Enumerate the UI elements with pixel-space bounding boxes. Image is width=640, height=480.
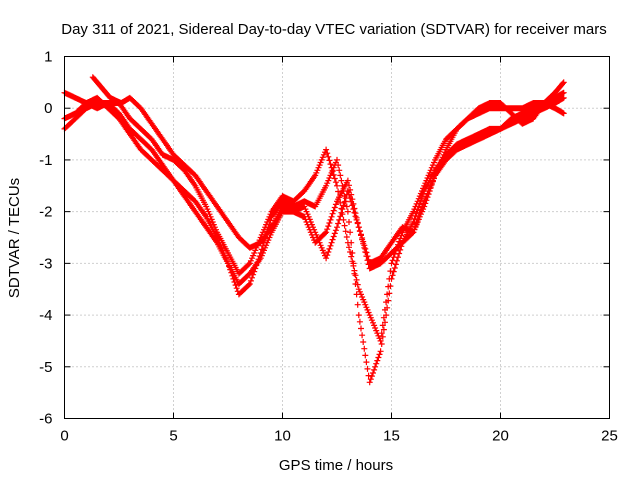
y-tick-label: 0: [44, 100, 52, 117]
y-tick-label: -3: [39, 255, 52, 272]
series-track-2: [61, 89, 567, 287]
x-tick-label: 15: [383, 428, 400, 445]
chart-title: Day 311 of 2021, Sidereal Day-to-day VTE…: [61, 21, 606, 38]
x-tick-label: 20: [492, 428, 509, 445]
y-tick-label: -2: [39, 204, 52, 221]
data-markers: [89, 74, 567, 272]
y-tick-label: 1: [44, 49, 52, 66]
data-points: [61, 74, 567, 386]
x-tick-label: 10: [274, 428, 291, 445]
x-tick-label: 25: [601, 428, 618, 445]
y-tick-label: -4: [39, 307, 52, 324]
data-markers: [61, 89, 567, 287]
x-axis-label: GPS time / hours: [279, 457, 393, 474]
series-track-4: [89, 74, 567, 272]
y-tick-label: -1: [39, 152, 52, 169]
x-tick-label: 0: [60, 428, 68, 445]
plot-frame: [64, 56, 610, 419]
axis-ticks: 0 5 10 15 20 25 -6 -5 -4 -3 -2 -1 0 1: [39, 49, 618, 445]
y-tick-label: -5: [39, 359, 52, 376]
y-tick-label: -6: [39, 411, 52, 428]
y-axis-label: SDTVAR / TECUs: [6, 178, 23, 298]
x-tick-label: 5: [169, 428, 177, 445]
